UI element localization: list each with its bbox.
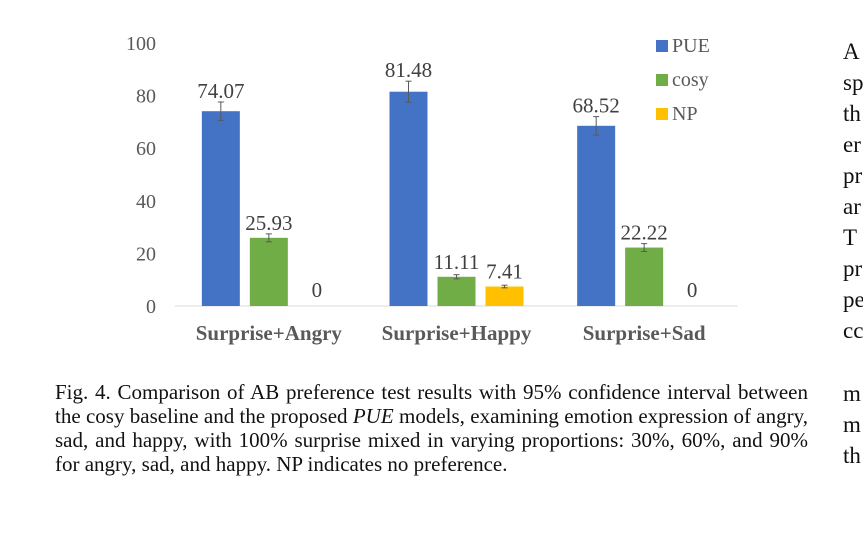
data-label: 74.07 [197, 79, 244, 103]
y-tick-label: 80 [136, 86, 156, 108]
bar [249, 237, 288, 306]
text-fragment: pr [843, 163, 863, 188]
data-label: 22.22 [621, 221, 668, 245]
data-label: 0 [312, 278, 323, 302]
text-fragment: m [843, 381, 861, 406]
legend-swatch [656, 108, 668, 120]
text-fragment: th [843, 443, 861, 468]
text-fragment: T [843, 225, 858, 250]
bar [201, 111, 240, 307]
data-labels: 74.07 25.93 0 81.48 11.11 7.41 68.52 22.22 0 [197, 58, 697, 302]
caption-prefix: Fig. 4. Comparison of AB preference test… [55, 380, 808, 428]
y-tick-label: 20 [136, 243, 156, 265]
category-label: Surprise+Happy [382, 321, 532, 345]
data-label: 68.52 [573, 94, 620, 118]
legend-label: PUE [672, 35, 710, 57]
figure-caption: Fig. 4. Comparison of AB preference test… [55, 380, 808, 476]
y-tick-label: 100 [126, 33, 156, 55]
bar-chart: 0 20 40 60 80 100 74.07 25.93 0 81.48 11.11 7.41 68… [126, 33, 738, 345]
category-label: Surprise+Angry [196, 321, 343, 345]
legend-label: cosy [672, 69, 709, 91]
legend: PUE cosy NP [656, 35, 710, 125]
text-fragment: pe [843, 287, 863, 312]
legend-swatch [656, 74, 668, 86]
y-tick-label: 0 [146, 296, 156, 318]
bar [577, 125, 616, 307]
data-label: 81.48 [385, 58, 432, 82]
bar [437, 276, 476, 306]
data-label: 7.41 [486, 260, 523, 284]
bar [485, 286, 524, 306]
category-label: Surprise+Sad [583, 321, 706, 345]
text-fragment: m [843, 412, 861, 437]
text-fragment: th [843, 101, 861, 126]
text-fragment: sp [843, 70, 863, 95]
text-fragment: A [843, 39, 860, 64]
data-label: 11.11 [434, 250, 480, 274]
category-labels: Surprise+Angry Surprise+Happy Surprise+Sad [196, 321, 706, 345]
text-fragment: er [843, 132, 861, 157]
paragraph-gap [843, 346, 863, 378]
bar [625, 247, 664, 306]
legend-swatch [656, 40, 668, 52]
text-fragment: cc [843, 318, 863, 343]
caption-model-name: PUE [352, 404, 394, 428]
text-fragment: pr [843, 256, 863, 281]
text-fragment: ar [843, 194, 861, 219]
data-label: 0 [687, 278, 698, 302]
y-tick-label: 40 [136, 191, 156, 213]
legend-label: NP [672, 103, 698, 125]
data-label: 25.93 [245, 211, 292, 235]
y-axis-tick-labels: 0 20 40 60 80 100 [126, 33, 156, 318]
caption-suffix: models, examining emotion expression of … [55, 404, 809, 476]
y-tick-label: 60 [136, 138, 156, 160]
bars [201, 80, 664, 307]
bar [389, 91, 428, 306]
